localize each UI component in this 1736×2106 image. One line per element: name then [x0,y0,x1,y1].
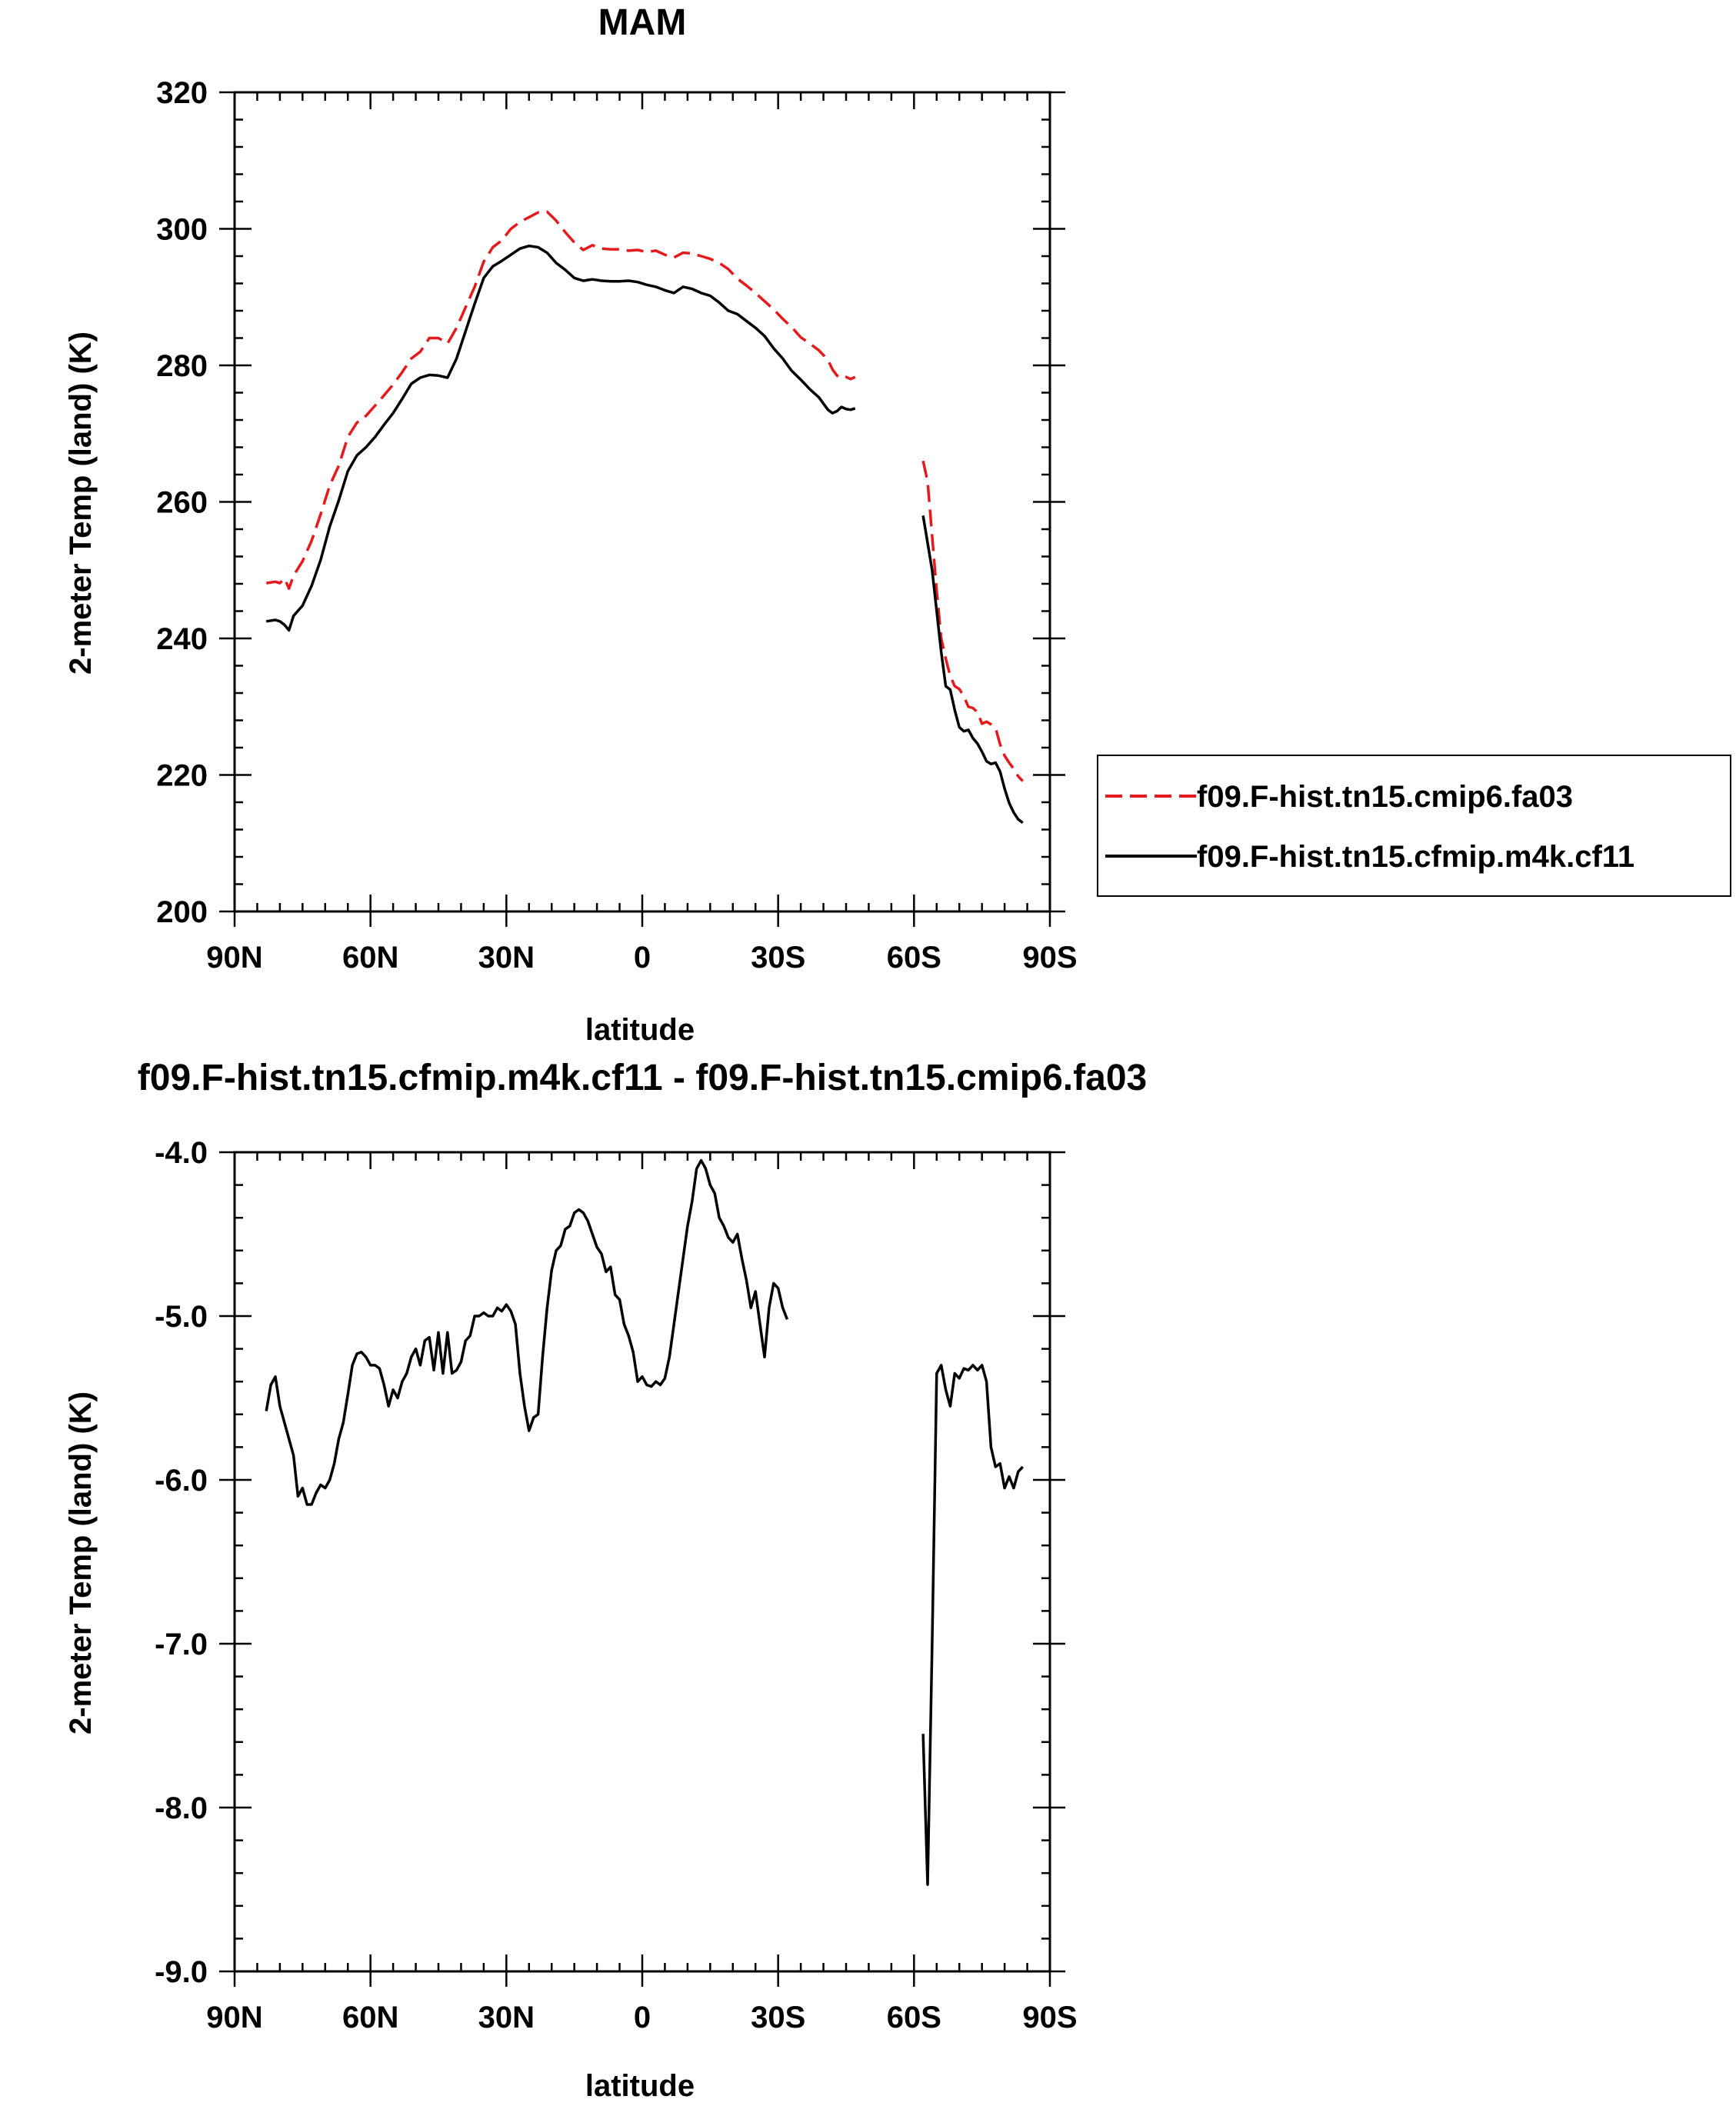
bottom-y-tick-label: -5.0 [155,1300,208,1334]
top-series-1-line-segment-1 [265,210,856,590]
bottom-chart-title: f09.F-hist.tn15.cfmip.m4k.cf11 - f09.F-h… [138,1058,1147,1098]
top-x-tick-label: 0 [634,941,651,975]
bottom-series-1-line-segment-1 [265,1158,789,1506]
bottom-y-axis-label: 2-meter Temp (land) (K) [64,1391,98,1734]
bottom-x-tick-label: 90N [206,2001,262,2034]
bottom-x-axis-label: latitude [585,2069,695,2103]
bottom-x-tick-label: 60S [887,2001,941,2034]
panel-bottom: f09.F-hist.tn15.cfmip.m4k.cf11 - f09.F-h… [64,1058,1147,2103]
top-y-tick-label: 280 [156,349,208,383]
bottom-y-tick-label: -4.0 [155,1136,208,1170]
top-series-2-line-segment-2 [921,515,1024,825]
top-plot-area: 90N 60N 30N 0 30S 60S 90S 200 220 240 260 280 300 320 [156,76,1077,975]
top-series-1-line-segment-2 [921,460,1024,782]
bottom-x-tick-label: 30S [751,2001,805,2034]
legend-box [1097,755,1731,897]
top-y-tick-label: 240 [156,622,208,656]
bottom-x-tick-label: 30N [478,2001,535,2034]
top-x-tick-label: 30N [478,941,535,975]
top-y-tick-label: 300 [156,213,208,247]
bottom-y-tick-label: -7.0 [155,1628,208,1661]
top-x-tick-label: 30S [751,941,805,975]
bottom-x-tick-label: 0 [634,2001,651,2034]
top-x-tick-label: 60S [887,941,941,975]
panel-top: MAM 90N 60N 30N 0 30S 60S 90S 200 220 240 260 280 30… [64,2,1731,1047]
top-series-2-line-segment-1 [265,244,856,632]
top-plot-frame [233,91,1051,913]
legend: f09.F-hist.tn15.cmip6.fa03 f09.F-hist.tn… [1097,755,1731,897]
bottom-y-tick-label: -9.0 [155,1955,208,1989]
top-y-axis-label: 2-meter Temp (land) (K) [64,332,98,675]
top-x-tick-label: 90N [206,941,262,975]
bottom-series-1-line-segment-2 [921,1364,1024,1886]
bottom-plot-area: 90N 60N 30N 0 30S 60S 90S -9.0 -8.0 -7.0 -6.0 -5.0 -… [155,1136,1078,2034]
top-y-tick-label: 220 [156,759,208,793]
legend-label-series-1: f09.F-hist.tn15.cmip6.fa03 [1197,780,1573,814]
bottom-x-tick-label: 90S [1022,2001,1077,2034]
top-y-tick-label: 200 [156,895,208,929]
legend-label-series-2: f09.F-hist.tn15.cfmip.m4k.cf11 [1197,840,1634,874]
top-y-tick-label: 320 [156,76,208,110]
bottom-y-tick-label: -6.0 [155,1464,208,1498]
top-x-axis-label: latitude [585,1013,695,1047]
top-chart-title: MAM [598,2,687,43]
top-x-tick-label: 60N [342,941,398,975]
top-x-tick-label: 90S [1022,941,1077,975]
top-y-tick-label: 260 [156,486,208,520]
bottom-x-tick-label: 60N [342,2001,398,2034]
bottom-y-tick-label: -8.0 [155,1791,208,1825]
